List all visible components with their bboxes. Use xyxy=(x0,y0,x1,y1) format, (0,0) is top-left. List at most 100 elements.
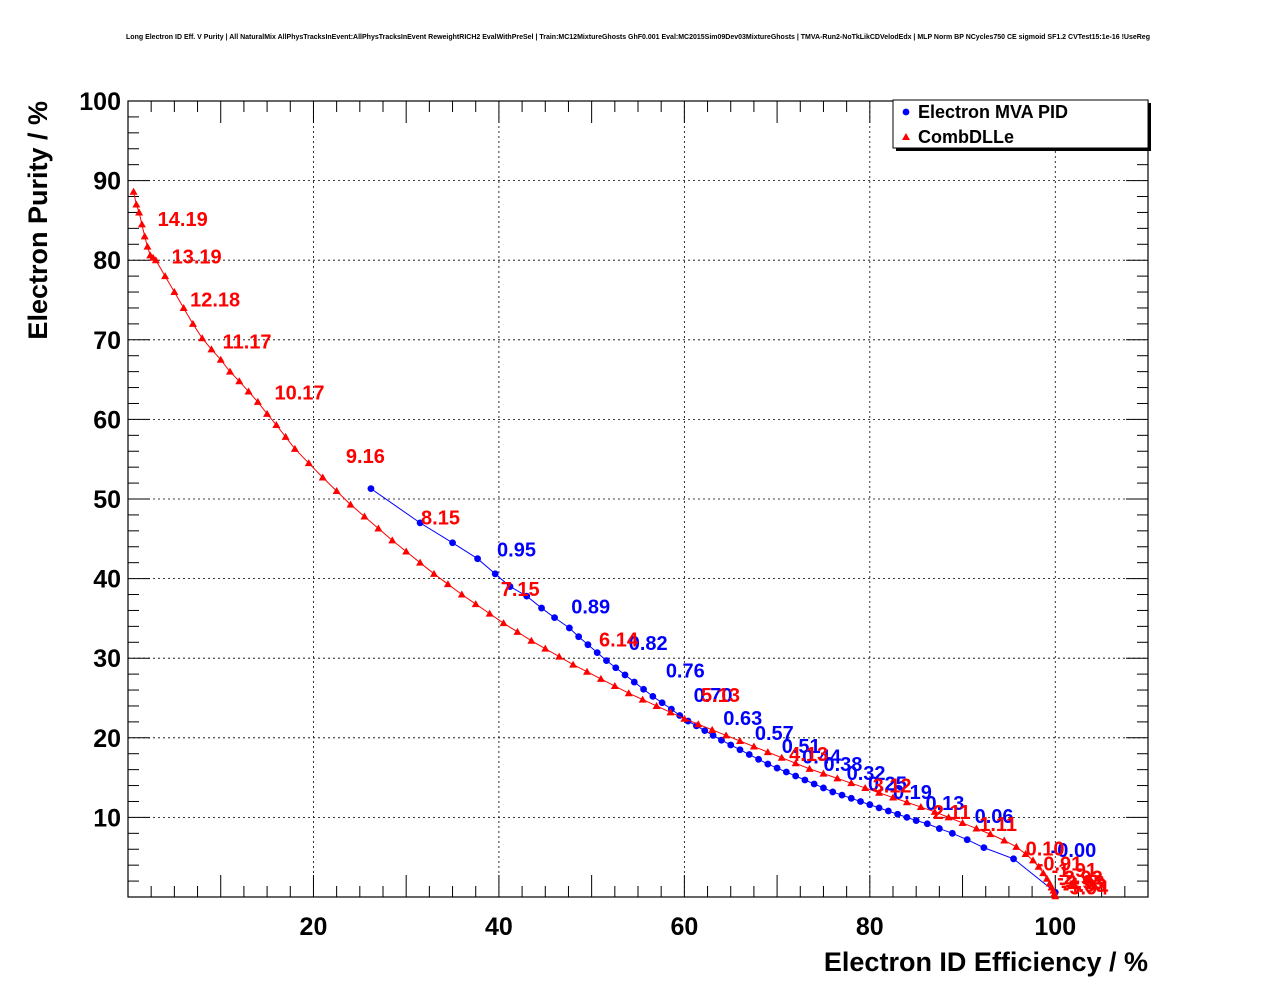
data-point xyxy=(253,397,262,405)
data-label: 0.51 xyxy=(782,736,821,758)
data-point xyxy=(701,727,709,735)
data-point xyxy=(838,791,846,799)
data-point xyxy=(755,755,762,763)
data-point xyxy=(596,674,605,682)
data-point xyxy=(140,232,149,240)
x-tick-label: 80 xyxy=(856,913,884,941)
data-point xyxy=(972,824,981,832)
data-point xyxy=(430,569,438,577)
data-point xyxy=(764,760,772,768)
data-point xyxy=(875,804,883,812)
data-point xyxy=(443,580,452,588)
data-point xyxy=(1010,855,1017,863)
data-point xyxy=(884,807,892,815)
data-point xyxy=(129,187,138,195)
series-combdlle xyxy=(129,187,1060,900)
data-point xyxy=(263,409,272,417)
data-point xyxy=(805,764,814,772)
data-point xyxy=(638,695,647,703)
data-point xyxy=(902,798,911,806)
data-label: 0.13 xyxy=(925,793,964,815)
data-point xyxy=(491,570,499,578)
data-point xyxy=(1034,862,1043,870)
data-point xyxy=(188,319,197,327)
data-point xyxy=(374,524,383,532)
data-point xyxy=(1039,869,1048,877)
data-label: 0.19 xyxy=(893,782,932,804)
data-point xyxy=(207,345,216,353)
data-point xyxy=(198,334,207,342)
data-point xyxy=(474,555,481,563)
data-point xyxy=(875,788,884,796)
data-label: 0.89 xyxy=(571,597,610,619)
data-point xyxy=(304,459,313,467)
data-point xyxy=(555,652,564,660)
data-point xyxy=(857,798,864,805)
chart-title: Long Electron ID Eff. V Purity | All Nat… xyxy=(126,34,1150,41)
data-point xyxy=(143,242,152,250)
data-point xyxy=(612,664,620,672)
data-point xyxy=(902,133,910,140)
legend: Electron MVA PID CombDLLe xyxy=(892,99,1151,151)
data-point xyxy=(792,772,800,780)
data-label: 0.25 xyxy=(868,773,907,795)
data-point xyxy=(360,512,369,520)
y-tick-label: 40 xyxy=(93,566,121,594)
data-point xyxy=(1000,836,1009,844)
data-label: 7.15 xyxy=(501,579,540,601)
legend-box xyxy=(892,99,1149,149)
data-point xyxy=(235,377,244,385)
y-tick-label: 60 xyxy=(93,406,121,434)
data-point xyxy=(161,272,170,280)
data-point xyxy=(457,590,466,598)
data-point xyxy=(829,788,837,796)
data-point xyxy=(727,741,735,749)
data-point xyxy=(584,641,592,649)
data-label: 2.11 xyxy=(933,802,971,824)
data-point xyxy=(624,689,633,697)
x-tick-label: 60 xyxy=(670,913,698,941)
data-point xyxy=(763,748,772,756)
series-layer xyxy=(129,187,1060,900)
y-tick-label: 90 xyxy=(93,168,121,196)
data-label: -2.92 xyxy=(1057,867,1103,889)
data-label: 0.82 xyxy=(629,633,668,655)
data-label: 0.44 xyxy=(802,746,842,768)
data-point xyxy=(791,759,800,767)
data-point xyxy=(485,609,494,617)
data-point xyxy=(575,633,583,641)
label-layer: 0.95 0.89 0.82 0.76 0.700.630.570.510.440.38… xyxy=(158,209,1109,900)
data-label: 11.17 xyxy=(223,332,272,354)
data-point xyxy=(216,355,225,363)
data-point xyxy=(944,813,953,821)
data-point xyxy=(416,558,425,566)
data-point xyxy=(649,693,657,700)
data-label: 6.14 xyxy=(599,629,639,651)
y-tick-label: 80 xyxy=(93,247,121,275)
data-point xyxy=(527,636,536,644)
data-label: 0.57 xyxy=(755,723,794,745)
data-point xyxy=(889,793,897,801)
data-label: 8.15 xyxy=(421,507,460,529)
data-label: 0.76 xyxy=(666,660,705,682)
data-point xyxy=(912,817,920,824)
data-point xyxy=(179,303,188,311)
data-point xyxy=(833,774,842,782)
data-point xyxy=(416,519,424,527)
series-electron-mva-pid xyxy=(367,485,1059,896)
data-point xyxy=(569,660,578,668)
axis-layer: 20 40 60 80 100 10 20 30 40 50 60 70 80 90 100 Electron… xyxy=(23,88,1149,977)
data-point xyxy=(226,367,234,375)
data-point xyxy=(388,536,397,544)
data-point xyxy=(135,208,144,216)
data-point xyxy=(986,830,995,838)
data-point xyxy=(593,649,601,657)
data-point xyxy=(630,678,638,686)
data-label: 0.32 xyxy=(847,763,886,785)
data-point xyxy=(916,803,925,811)
data-point xyxy=(565,624,573,632)
data-label: 14.19 xyxy=(158,209,208,231)
data-label: -5.94 xyxy=(1063,878,1109,900)
data-point xyxy=(170,288,179,296)
